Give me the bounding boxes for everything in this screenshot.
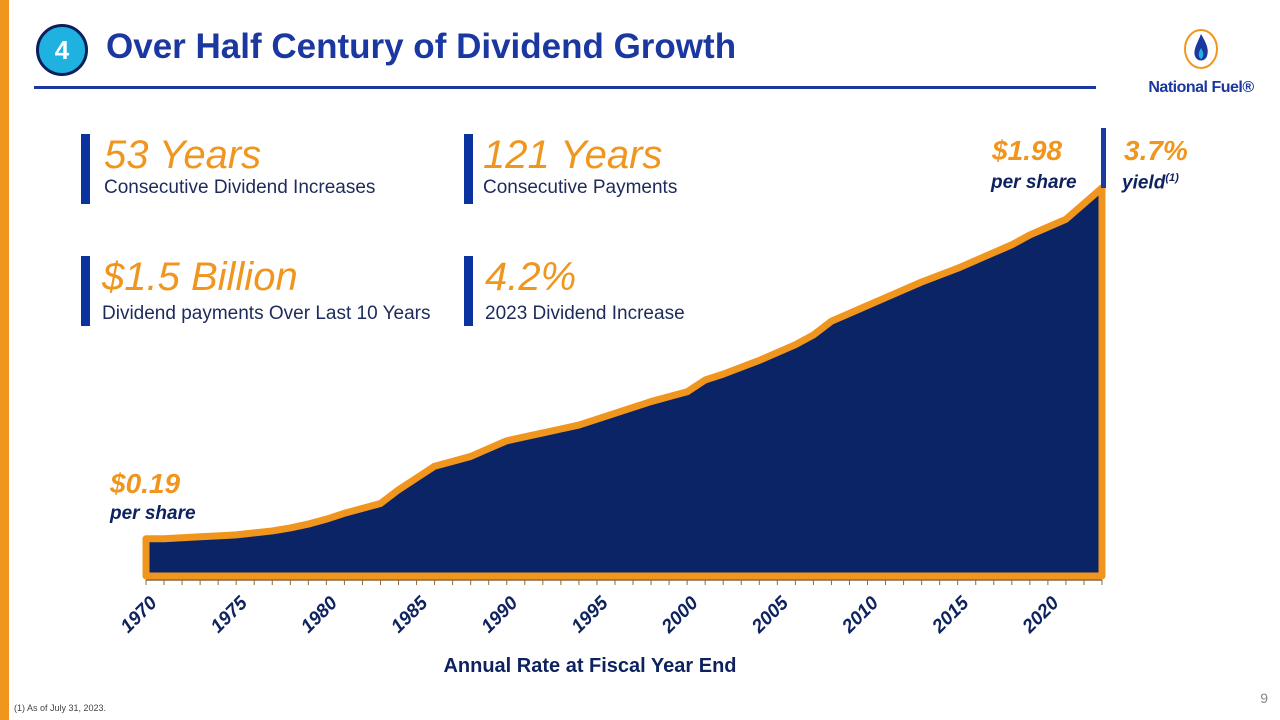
stat-label: Consecutive Payments bbox=[483, 177, 678, 198]
yield-sub-label: yield(1) bbox=[1122, 172, 1179, 194]
x-tick-label: 2000 bbox=[657, 592, 703, 638]
stat-dividend-increase: 4.2% 2023 Dividend Increase bbox=[464, 256, 685, 326]
stat-value: 53 Years bbox=[104, 133, 262, 177]
x-tick-label: 2020 bbox=[1018, 592, 1064, 638]
start-sub-label: per share bbox=[110, 503, 196, 524]
end-value-label: $1.98 bbox=[992, 135, 1063, 166]
end-sub-label: per share bbox=[991, 172, 1077, 193]
stat-dividend-payments: $1.5 Billion Dividend payments Over Last… bbox=[81, 256, 430, 326]
x-tick-label: 1990 bbox=[478, 592, 523, 637]
x-tick-label: 1980 bbox=[297, 592, 342, 637]
start-value-label: $0.19 bbox=[110, 468, 181, 499]
x-axis-title: Annual Rate at Fiscal Year End bbox=[443, 655, 737, 677]
stat-value: 121 Years bbox=[483, 133, 663, 177]
yield-footnote-ref: (1) bbox=[1165, 172, 1179, 184]
x-tick-label: 2010 bbox=[838, 592, 884, 638]
x-tick-label: 2005 bbox=[747, 592, 793, 638]
x-tick-label: 1975 bbox=[207, 592, 252, 637]
footnote: (1) As of July 31, 2023. bbox=[14, 703, 107, 713]
slide-title: Over Half Century of Dividend Growth bbox=[106, 27, 737, 66]
yield-text: yield bbox=[1122, 172, 1166, 194]
title-divider bbox=[34, 86, 1096, 89]
x-tick-label: 1985 bbox=[387, 592, 432, 637]
x-tick-label: 2015 bbox=[928, 592, 974, 638]
x-tick-label: 1970 bbox=[117, 592, 162, 637]
flame-icon bbox=[1184, 29, 1218, 69]
x-tick-label: 1995 bbox=[568, 592, 613, 637]
accent-bar bbox=[0, 0, 9, 720]
page-number: 9 bbox=[1260, 690, 1268, 706]
dividend-area bbox=[142, 184, 1106, 580]
yield-value-label: 3.7% bbox=[1124, 135, 1188, 166]
stat-value: $1.5 Billion bbox=[102, 255, 298, 299]
logo-text: National Fuel® bbox=[1148, 79, 1254, 96]
stat-consecutive-payments: 121 Years Consecutive Payments bbox=[464, 134, 677, 204]
stat-label: Consecutive Dividend Increases bbox=[104, 177, 376, 198]
section-number-badge: 4 bbox=[36, 24, 88, 76]
yield-divider bbox=[1101, 128, 1106, 188]
stat-value: 4.2% bbox=[485, 255, 577, 299]
stat-label: Dividend payments Over Last 10 Years bbox=[102, 303, 431, 324]
company-logo: National Fuel® bbox=[1146, 28, 1256, 97]
stat-label: 2023 Dividend Increase bbox=[485, 303, 685, 324]
stat-consecutive-increases: 53 Years Consecutive Dividend Increases bbox=[81, 134, 375, 204]
